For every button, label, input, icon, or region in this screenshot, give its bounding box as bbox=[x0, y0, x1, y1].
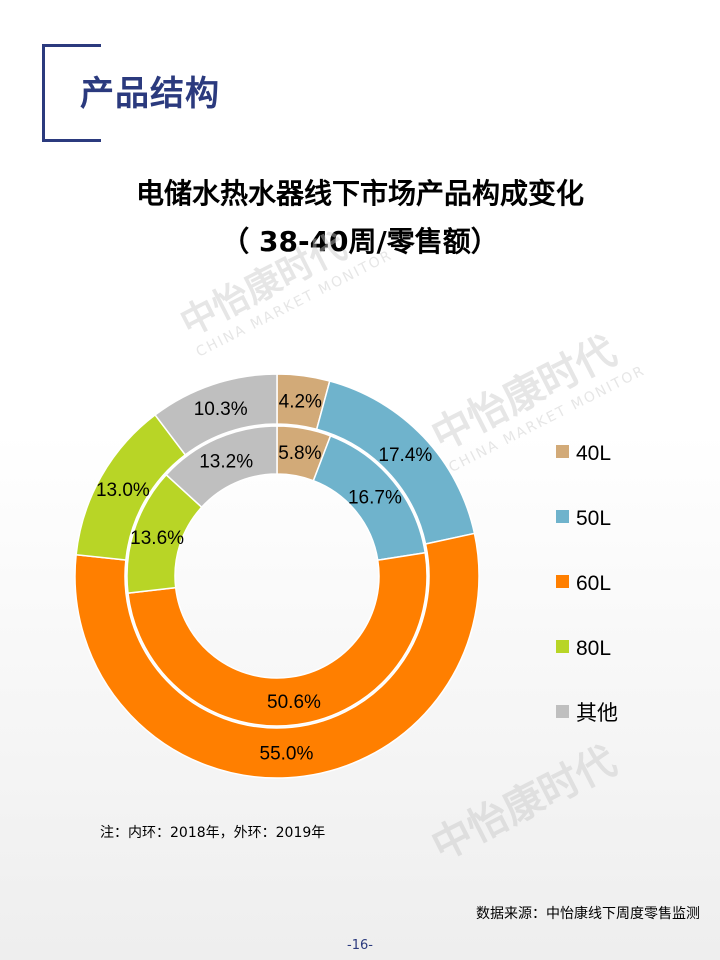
legend-swatch-1 bbox=[556, 510, 569, 523]
chart-note: 注：内环：2018年，外环：2019年 bbox=[100, 825, 326, 841]
legend-swatch-3 bbox=[556, 640, 569, 653]
inner-ring-label-2: 50.6% bbox=[267, 692, 321, 713]
inner-ring-label-0: 5.8% bbox=[278, 443, 321, 464]
legend-label-4: 其他 bbox=[576, 702, 618, 725]
chart-subtitle: （ 38-40周/零售额） bbox=[221, 225, 499, 258]
data-source: 数据来源：中怡康线下周度零售监测 bbox=[476, 906, 700, 922]
inner-ring-label-4: 13.2% bbox=[199, 452, 253, 473]
chart-title: 电储水热水器线下市场产品构成变化 bbox=[135, 177, 584, 210]
legend-swatch-4 bbox=[556, 705, 569, 718]
outer-ring-label-4: 10.3% bbox=[194, 399, 248, 420]
legend-swatch-0 bbox=[556, 445, 569, 458]
outer-ring-label-3: 13.0% bbox=[96, 480, 150, 501]
section-title: 产品结构 bbox=[80, 74, 220, 114]
legend-label-2: 60L bbox=[576, 572, 611, 595]
outer-ring-slice-4 bbox=[154, 373, 278, 456]
inner-ring-slice-4 bbox=[165, 425, 278, 509]
outer-ring-label-2: 55.0% bbox=[260, 744, 314, 765]
legend-label-3: 80L bbox=[576, 637, 611, 660]
outer-ring-label-1: 17.4% bbox=[378, 445, 432, 466]
legend-swatch-2 bbox=[556, 575, 569, 588]
inner-ring-label-1: 16.7% bbox=[348, 488, 402, 509]
page-number: -16- bbox=[347, 938, 373, 953]
title-bracket bbox=[42, 44, 101, 142]
legend-label-1: 50L bbox=[576, 507, 611, 530]
inner-ring-slice-2 bbox=[127, 551, 428, 727]
legend-label-0: 40L bbox=[576, 442, 611, 465]
outer-ring-label-0: 4.2% bbox=[279, 392, 322, 413]
outer-ring-slice-2 bbox=[74, 532, 480, 779]
inner-ring-label-3: 13.6% bbox=[130, 528, 184, 549]
